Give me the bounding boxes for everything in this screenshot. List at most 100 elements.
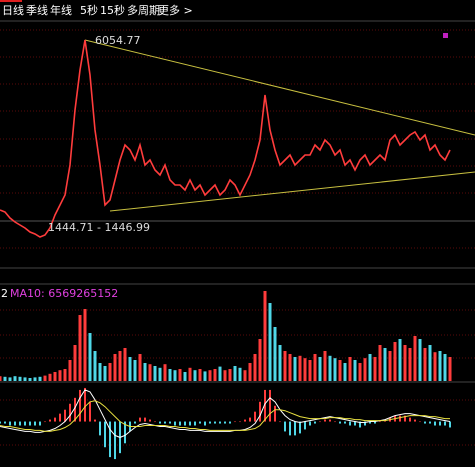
volume-bar	[98, 363, 102, 381]
macd-bar	[369, 421, 371, 424]
macd-bar	[399, 415, 401, 422]
macd-bar	[4, 421, 6, 424]
macd-bar	[134, 421, 136, 424]
macd-bar	[0, 421, 1, 424]
volume-bar	[133, 360, 137, 381]
macd-bar	[284, 421, 286, 432]
volume-bar	[228, 369, 232, 381]
volume-bar	[373, 357, 377, 381]
tab[interactable]: 更多 >	[158, 3, 193, 17]
volume-bar	[93, 351, 97, 381]
macd-bar	[39, 421, 41, 426]
macd-bar	[214, 421, 216, 424]
volume-bar	[113, 354, 117, 381]
tab[interactable]: 5秒	[80, 3, 98, 17]
volume-bar	[283, 351, 287, 381]
volume-bar	[423, 348, 427, 381]
volume-bar	[3, 376, 7, 381]
volume-bar	[278, 345, 282, 381]
macd-bar	[444, 421, 446, 426]
volume-bar	[253, 354, 257, 381]
volume-bar	[108, 363, 112, 381]
macd-bar	[74, 397, 76, 422]
macd-bar	[279, 421, 281, 423]
volume-bar	[208, 370, 212, 381]
macd-bar	[49, 419, 51, 422]
volume-bar	[333, 358, 337, 381]
macd-bar	[314, 421, 316, 424]
volume-bar	[378, 345, 382, 381]
volume-bar	[308, 360, 312, 381]
volume-bar	[263, 291, 267, 381]
volume-bar	[238, 367, 242, 381]
macd-bar	[264, 389, 266, 422]
panel-title: 2	[1, 287, 8, 300]
volume-bar	[368, 354, 372, 381]
macd-bar	[159, 421, 161, 424]
volume-bar	[323, 351, 327, 381]
volume-bar	[343, 363, 347, 381]
volume-bar	[158, 367, 162, 381]
volume-bar	[48, 373, 52, 381]
macd-bar	[419, 421, 421, 423]
tab[interactable]: 15秒	[100, 3, 125, 17]
volume-bar	[83, 309, 87, 381]
volume-bar	[273, 327, 277, 381]
volume-bar	[143, 363, 147, 381]
volume-bar	[413, 336, 417, 381]
macd-bar	[434, 421, 436, 426]
volume-bar	[258, 339, 262, 381]
macd-bar	[29, 421, 31, 426]
price-line	[0, 39, 451, 238]
volume-bar	[398, 339, 402, 381]
tab[interactable]: 季线	[26, 3, 48, 17]
volume-bar	[268, 303, 272, 381]
volume-bar	[88, 333, 92, 381]
volume-bar	[153, 366, 157, 381]
volume-bar	[408, 348, 412, 381]
macd-bar	[324, 419, 326, 422]
volume-bar	[288, 354, 292, 381]
macd-bar	[194, 421, 196, 426]
volume-bar	[118, 351, 122, 381]
macd-bar	[269, 389, 271, 422]
volume-bar	[178, 369, 182, 381]
volume-bar	[198, 369, 202, 381]
macd-bar	[199, 421, 201, 424]
volume-bar	[58, 370, 62, 381]
macd-bar	[64, 409, 66, 422]
macd-bar	[234, 421, 236, 423]
macd-bar	[84, 387, 86, 422]
volume-bar	[78, 315, 82, 381]
macd-bar	[154, 421, 156, 423]
macd-bar	[229, 421, 231, 424]
volume-bar	[358, 363, 362, 381]
macd-bar	[349, 421, 351, 426]
macd-bar	[374, 421, 376, 424]
volume-bar	[43, 375, 47, 381]
macd-bar	[189, 421, 191, 426]
macd-bar	[104, 421, 106, 448]
macd-bar	[429, 421, 431, 424]
volume-bar	[233, 366, 237, 381]
volume-bar	[338, 360, 342, 381]
tab[interactable]: 多周期	[127, 3, 160, 17]
macd-bar	[309, 421, 311, 426]
macd-bar	[89, 401, 91, 422]
macd-bar	[379, 421, 381, 423]
trendline	[84, 39, 475, 136]
macd-bar	[54, 417, 56, 422]
macd-bar	[69, 403, 71, 422]
macd-bar	[239, 421, 241, 423]
volume-bar	[438, 351, 442, 381]
tab[interactable]: 日线	[2, 3, 24, 17]
macd-bar	[439, 421, 441, 426]
volume-bar	[73, 345, 77, 381]
volume-bar	[443, 354, 447, 381]
macd-bar	[184, 421, 186, 426]
volume-bar	[213, 369, 217, 381]
tab[interactable]: 年线	[50, 3, 72, 17]
macd-bar	[204, 421, 206, 426]
macd-bar	[219, 421, 221, 424]
macd-bar	[294, 421, 296, 436]
